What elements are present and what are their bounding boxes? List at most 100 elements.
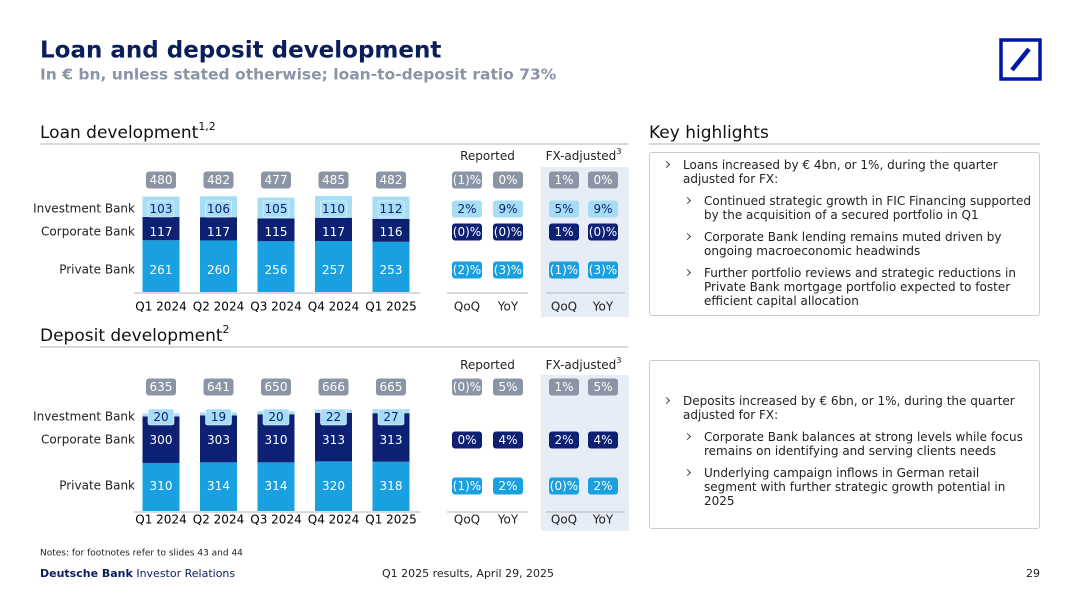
- bar-segment: [315, 461, 352, 511]
- change-label: (0)%: [494, 225, 522, 239]
- bar-segment: [257, 241, 295, 292]
- change-box: [452, 261, 482, 279]
- brand: Deutsche Bank: [40, 567, 134, 580]
- segment-label: 115: [265, 225, 288, 239]
- segment-label: 110: [322, 202, 345, 216]
- total-box: [146, 171, 176, 189]
- total-label: 477: [265, 173, 288, 187]
- x-tick-label: Q1 2025: [365, 513, 416, 527]
- logo: [999, 38, 1042, 81]
- change-label: (2)%: [453, 263, 481, 277]
- segment-label: 103: [150, 202, 173, 216]
- change-label: (1)%: [453, 173, 481, 187]
- change-label: (0)%: [453, 225, 481, 239]
- change-box: [549, 431, 579, 449]
- x-tick-label: Q4 2024: [308, 300, 359, 314]
- footer-center: Q1 2025 results, April 29, 2025: [382, 567, 554, 580]
- segment-label: 117: [207, 225, 230, 239]
- change-label: 0%: [593, 173, 612, 187]
- series-label: Private Bank: [59, 479, 135, 493]
- highlight-sub-bullet: Corporate Bank balances at strong levels…: [704, 430, 1033, 458]
- group-name: Reported: [460, 358, 515, 372]
- highlight-sub-bullet: Further portfolio reviews and strategic …: [704, 266, 1033, 308]
- change-label: 1%: [554, 380, 573, 394]
- change-box: [549, 223, 579, 241]
- section-title: Deposit development2: [40, 323, 230, 346]
- total-box: [261, 378, 291, 396]
- x-tick-label: Q1 2025: [365, 300, 416, 314]
- column-label: YoY: [497, 300, 519, 314]
- segment-label: 257: [322, 263, 345, 277]
- segment-label: 313: [322, 433, 345, 447]
- label-box: [320, 200, 347, 218]
- change-box: [452, 477, 482, 495]
- highlight-panel: Deposits increased by € 6bn, or 1%, duri…: [649, 360, 1040, 529]
- highlight-panel: Loans increased by € 4bn, or 1%, during …: [649, 152, 1040, 316]
- total-label: 635: [150, 380, 173, 394]
- total-box: [376, 378, 406, 396]
- fx-panel: [541, 167, 629, 317]
- change-label: 5%: [593, 380, 612, 394]
- change-label: (0)%: [453, 380, 481, 394]
- change-box: [493, 171, 523, 189]
- highlight-sub-bullet: Continued strategic growth in FIC Financ…: [704, 194, 1032, 222]
- segment-label: 117: [322, 225, 345, 239]
- brand-suffix: Investor Relations: [136, 567, 235, 580]
- total-box: [318, 171, 349, 189]
- change-label: 1%: [554, 173, 573, 187]
- total-box: [318, 378, 349, 396]
- segment-label: 253: [380, 263, 403, 277]
- total-label: 650: [265, 380, 288, 394]
- group-header: Reported: [460, 149, 515, 163]
- total-label: 485: [322, 173, 345, 187]
- bar-segment: [142, 217, 180, 241]
- x-tick-label: Q2 2024: [193, 513, 244, 527]
- change-box: [493, 261, 523, 279]
- highlight-bullet: Loans increased by € 4bn, or 1%, during …: [683, 158, 1033, 186]
- change-label: (0)%: [589, 225, 617, 239]
- change-label: 4%: [593, 433, 612, 447]
- change-box: [588, 431, 618, 449]
- segment-label: 105: [265, 202, 288, 216]
- bar-segment: [315, 241, 352, 292]
- bar-segment: [315, 217, 352, 242]
- group-name: FX-adjusted: [546, 149, 617, 163]
- change-box: [452, 431, 482, 449]
- change-label: (0)%: [550, 479, 578, 493]
- total-label: 666: [322, 380, 345, 394]
- change-box: [452, 200, 482, 218]
- series-label: Investment Bank: [33, 202, 135, 216]
- change-box: [452, 171, 482, 189]
- change-label: 0%: [457, 433, 476, 447]
- segment-label: 260: [207, 263, 230, 277]
- change-box: [452, 378, 482, 396]
- highlight-sub-bullet: Underlying campaign inflows in German re…: [704, 466, 1033, 508]
- series-label: Corporate Bank: [41, 225, 135, 239]
- change-box: [549, 171, 579, 189]
- x-tick-label: Q1 2024: [135, 300, 186, 314]
- total-box: [203, 378, 234, 396]
- change-box: [588, 378, 618, 396]
- notes: Notes: for footnotes refer to slides 43 …: [40, 549, 243, 559]
- change-label: (3)%: [494, 263, 522, 277]
- x-tick-label: Q2 2024: [193, 300, 244, 314]
- change-label: 2%: [554, 433, 573, 447]
- change-label: 5%: [498, 380, 517, 394]
- total-label: 482: [380, 173, 403, 187]
- page-number: 29: [1026, 567, 1040, 580]
- column-label: YoY: [592, 300, 614, 314]
- label-box: [147, 200, 175, 218]
- series-label: Corporate Bank: [41, 433, 135, 447]
- change-box: [493, 223, 523, 241]
- segment-label: 314: [265, 479, 288, 493]
- change-label: 1%: [554, 225, 573, 239]
- section-title-sup: 1,2: [198, 120, 216, 133]
- bar-segment: [142, 462, 180, 511]
- change-label: 9%: [498, 202, 517, 216]
- x-tick-label: Q3 2024: [250, 300, 301, 314]
- change-box: [493, 378, 523, 396]
- segment-label: 318: [380, 479, 403, 493]
- x-tick-label: Q3 2024: [250, 513, 301, 527]
